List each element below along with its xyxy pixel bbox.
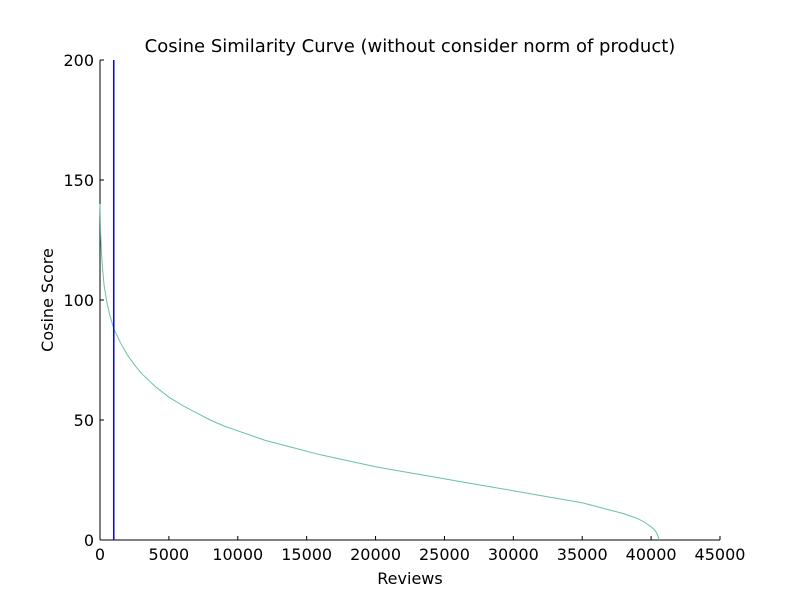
x-tick-label: 45000: [695, 545, 746, 564]
x-tick-label: 10000: [212, 545, 263, 564]
y-tick-label: 50: [74, 411, 94, 430]
x-tick-label: 15000: [281, 545, 332, 564]
x-tick-label: 30000: [488, 545, 539, 564]
x-tick-label: 5000: [149, 545, 190, 564]
x-tick-label: 20000: [350, 545, 401, 564]
y-tick-label: 150: [63, 171, 94, 190]
x-axis-label: Reviews: [377, 569, 442, 588]
x-tick-label: 35000: [557, 545, 608, 564]
y-axis-label: Cosine Score: [38, 248, 57, 352]
plot-layer: 0 5000 10000 15000 20000 25000 30000 35000 40000…: [63, 51, 745, 564]
y-tick-label: 200: [63, 51, 94, 70]
y-tick-label: 100: [63, 291, 94, 310]
chart-title: Cosine Similarity Curve (without conside…: [145, 36, 676, 57]
series-line: [99, 203, 660, 541]
x-tick-label: 40000: [626, 545, 677, 564]
x-tick-label: 25000: [419, 545, 470, 564]
x-tick-label: 0: [95, 545, 105, 564]
y-tick-label: 0: [84, 531, 94, 550]
